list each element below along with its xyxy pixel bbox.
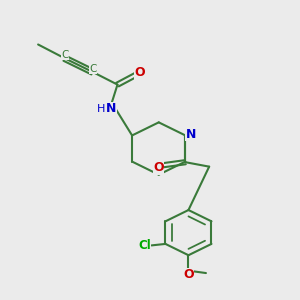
Text: N: N	[106, 103, 117, 116]
Text: O: O	[183, 268, 194, 281]
Text: O: O	[134, 66, 145, 79]
Text: Cl: Cl	[138, 239, 151, 252]
Text: H: H	[97, 104, 105, 114]
Text: C: C	[61, 50, 69, 60]
Text: N: N	[186, 128, 196, 141]
Text: O: O	[153, 161, 164, 174]
Text: C: C	[89, 64, 97, 74]
